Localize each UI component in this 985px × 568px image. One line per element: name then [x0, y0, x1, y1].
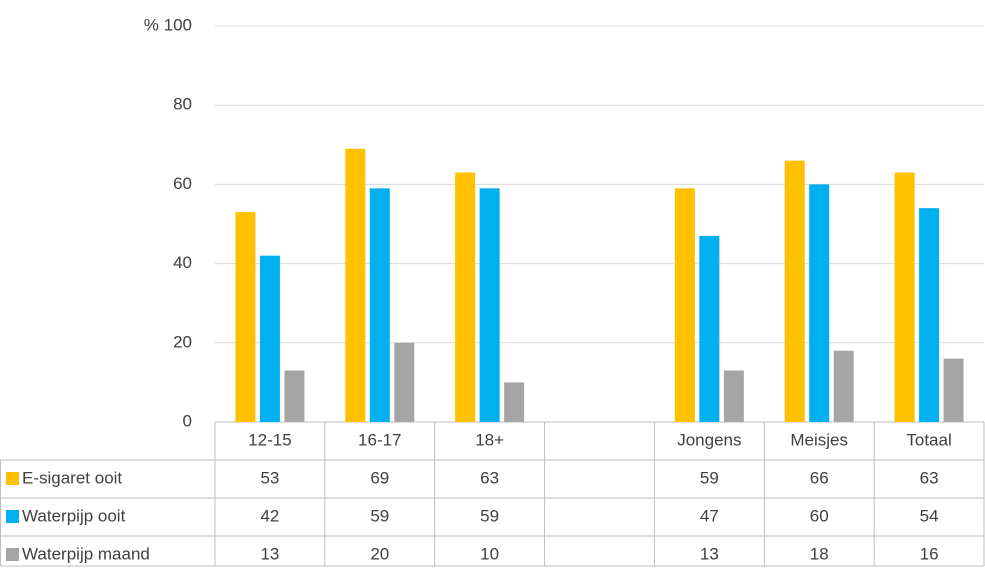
table-value: 13: [700, 544, 719, 563]
table-value: 63: [920, 468, 939, 487]
table-value: 47: [700, 506, 719, 525]
x-tick-label: 16-17: [358, 430, 401, 449]
bar: [894, 172, 915, 422]
legend-swatch: [6, 548, 19, 561]
table-value: 53: [260, 468, 279, 487]
bar: [833, 350, 854, 422]
bar: [394, 342, 415, 422]
x-tick-label: Totaal: [906, 430, 951, 449]
legend-swatch: [6, 510, 19, 523]
bar: [943, 358, 964, 422]
table-value: 42: [260, 506, 279, 525]
legend-label: Waterpijp maand: [22, 544, 150, 563]
table-value: 66: [810, 468, 829, 487]
table-value: 20: [370, 544, 389, 563]
table-value: 59: [700, 468, 719, 487]
x-tick-label: Meisjes: [790, 430, 848, 449]
y-tick-label: 80: [173, 95, 192, 114]
bar: [504, 382, 525, 422]
bar: [479, 188, 500, 422]
y-tick-label: 20: [173, 332, 192, 351]
table-value: 13: [260, 544, 279, 563]
bar: [919, 208, 940, 422]
bar: [369, 188, 390, 422]
bar: [284, 370, 305, 422]
bar: [784, 160, 805, 422]
y-tick-label: 60: [173, 174, 192, 193]
y-tick-label: 40: [173, 253, 192, 272]
x-tick-label: Jongens: [677, 430, 741, 449]
table-value: 16: [920, 544, 939, 563]
legend-swatch: [6, 472, 19, 485]
bar: [259, 255, 280, 422]
table-value: 10: [480, 544, 499, 563]
bar: [674, 188, 695, 422]
x-tick-label: 18+: [475, 430, 504, 449]
table-value: 63: [480, 468, 499, 487]
bar: [455, 172, 476, 422]
y-tick-label: % 100: [144, 15, 192, 34]
table-value: 59: [370, 506, 389, 525]
legend-label: Waterpijp ooit: [22, 506, 126, 525]
table-value: 69: [370, 468, 389, 487]
bar: [723, 370, 744, 422]
table-value: 54: [920, 506, 939, 525]
table-value: 18: [810, 544, 829, 563]
bar: [235, 212, 256, 422]
table-value: 60: [810, 506, 829, 525]
bar: [699, 235, 720, 422]
y-tick-label: 0: [183, 411, 192, 430]
bar: [809, 184, 830, 422]
bar: [345, 148, 366, 422]
table-value: 59: [480, 506, 499, 525]
x-tick-label: 12-15: [248, 430, 291, 449]
legend-label: E-sigaret ooit: [22, 468, 122, 487]
